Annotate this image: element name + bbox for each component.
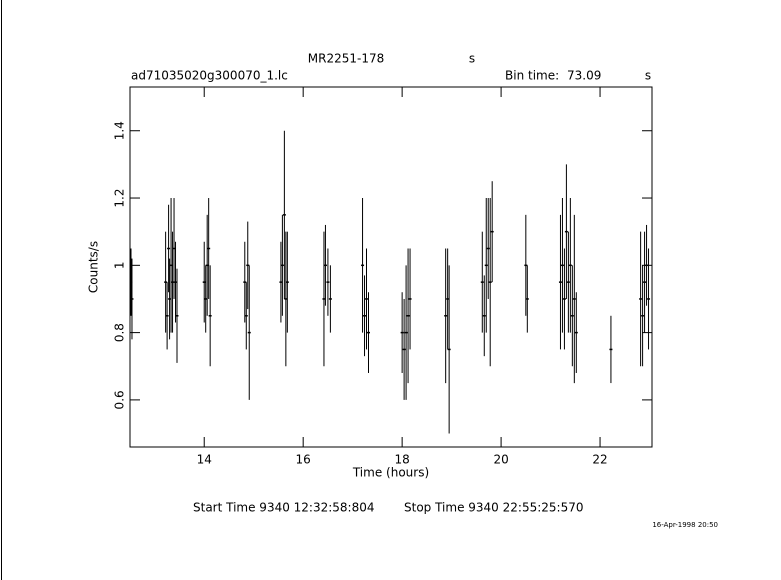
start-time: Start Time 9340 12:32:58:804 xyxy=(193,501,375,515)
file-name: ad71035020g300070_1.lc xyxy=(131,69,288,83)
y-tick-label: 0.6 xyxy=(113,390,127,409)
y-tick-label: 0.8 xyxy=(113,323,127,342)
chart-title: MR2251-178 xyxy=(308,52,384,66)
y-tick-label: 1 xyxy=(113,261,127,269)
x-axis-label: Time (hours) xyxy=(352,466,429,480)
stop-time: Stop Time 9340 22:55:25:570 xyxy=(404,501,583,515)
y-axis-label: Counts/s xyxy=(87,241,101,293)
x-tick-label: 14 xyxy=(197,453,212,467)
bin-time-unit: s xyxy=(645,69,651,83)
date-stamp: 16-Apr-1998 20:50 xyxy=(652,521,718,529)
plot-frame xyxy=(129,86,653,448)
x-tick-label: 22 xyxy=(592,453,607,467)
y-tick-label: 1.2 xyxy=(113,188,127,207)
x-tick-label: 20 xyxy=(493,453,508,467)
bin-time: 73.09 xyxy=(567,69,601,83)
bin-time-label: Bin time: xyxy=(505,69,559,83)
x-tick-label: 18 xyxy=(394,453,409,467)
x-tick-label: 16 xyxy=(296,453,311,467)
title-unit: s xyxy=(469,52,475,66)
y-tick-label: 1.4 xyxy=(113,121,127,140)
